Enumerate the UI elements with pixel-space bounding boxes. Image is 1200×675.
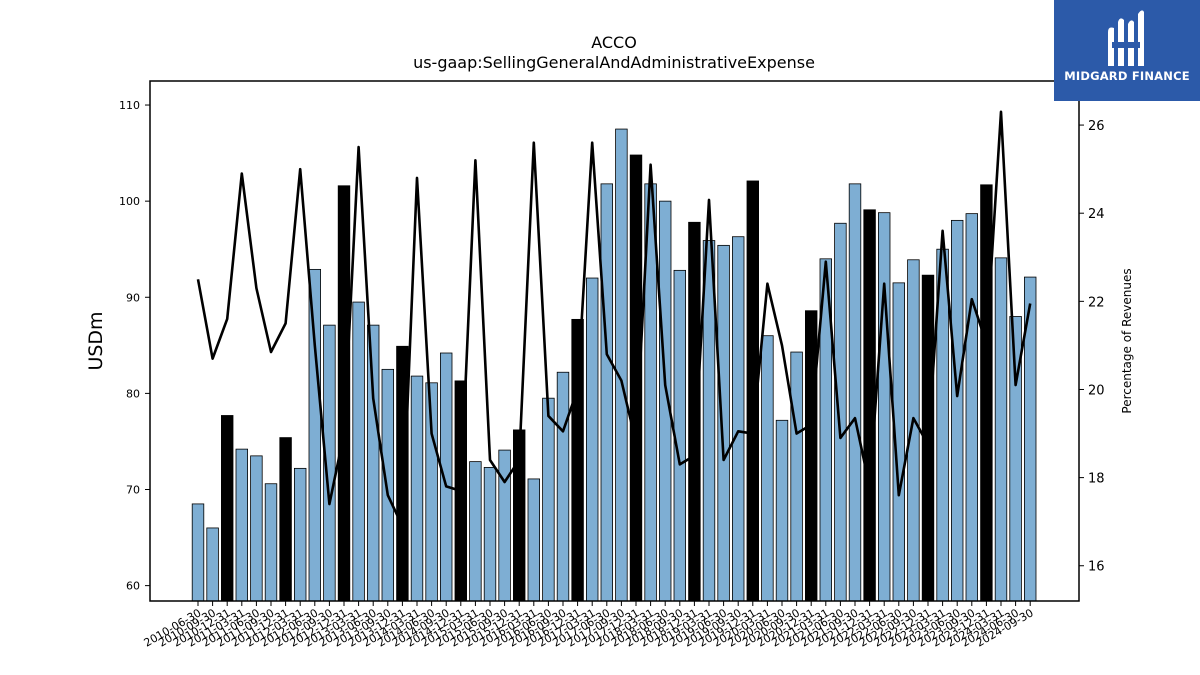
bar-2013-03-31 [352, 301, 365, 602]
bar-2022-03-31 [878, 212, 891, 602]
y2-tick-label-24: 24 [1088, 207, 1105, 222]
bar-2017-03-31 [586, 277, 599, 602]
y-tick-label-90: 90 [126, 291, 140, 304]
bar-2017-09-30 [615, 128, 628, 602]
bar-2016-06-30 [542, 397, 555, 602]
logo-text: MIDGARD FINANCE [1064, 69, 1190, 83]
y2-tick-label-26: 26 [1088, 119, 1105, 134]
bar-2020-03-31 [761, 335, 774, 602]
bar-2023-12-31 [980, 184, 993, 602]
y-tick-label-60: 60 [126, 580, 140, 593]
bar-2017-06-30 [600, 183, 614, 602]
bar-2013-09-30 [381, 368, 395, 602]
bar-2016-09-30 [556, 371, 570, 602]
brand-logo: MIDGARD FINANCE [1054, 0, 1200, 101]
bar-2015-06-30 [483, 466, 497, 602]
bar-2012-12-31 [337, 185, 351, 602]
y2-axis-label: Percentage of Revenues [1120, 268, 1134, 413]
bar-2011-12-31 [279, 437, 292, 602]
y-axis: 60 70 80 90 100 110 [119, 99, 150, 593]
bar-2021-12-31 [863, 209, 876, 602]
chart-title: ACCO [591, 33, 637, 52]
bar-2019-09-30 [732, 236, 745, 602]
y2-tick-label-16: 16 [1088, 560, 1105, 575]
bar-2012-03-31 [293, 467, 307, 602]
bar-2016-03-31 [527, 478, 541, 602]
plot-frame [149, 80, 1080, 602]
bar-2020-12-31 [805, 310, 818, 602]
bar-2020-06-30 [775, 419, 789, 602]
y-tick-label-100: 100 [119, 195, 140, 208]
y-tick-label-70: 70 [126, 484, 140, 497]
bar-2010-12-31 [220, 415, 234, 602]
bar-2024-03-31 [994, 257, 1008, 602]
bar-2010-06-30 [191, 503, 205, 602]
bar-2021-09-30 [848, 183, 862, 602]
midgard-logo-icon [1108, 10, 1144, 66]
line-layer [196, 110, 1032, 528]
bar-2023-06-30 [951, 219, 964, 602]
bar-2023-09-30 [965, 213, 979, 602]
bar-2013-12-31 [396, 345, 409, 602]
bar-2015-09-30 [498, 449, 511, 602]
series-line [196, 110, 1032, 528]
bar-2018-12-31 [688, 221, 701, 602]
y2-axis: 16 18 20 22 24 26 [1079, 119, 1105, 575]
bar-2010-09-30 [206, 527, 219, 602]
bar-2019-06-30 [717, 244, 730, 602]
y2-tick-label-18: 18 [1088, 472, 1105, 487]
bar-2014-09-30 [439, 352, 453, 602]
y-axis-label: USDm [85, 311, 107, 370]
bar-2021-06-30 [834, 222, 847, 602]
y-tick-label-80: 80 [126, 387, 140, 400]
bar-2011-09-30 [264, 483, 278, 602]
bar-2014-03-31 [410, 375, 424, 602]
bar-2016-12-31 [571, 318, 584, 602]
y-tick-label-110: 110 [119, 99, 140, 112]
bar-2012-06-30 [308, 268, 322, 602]
bar-2011-06-30 [250, 455, 263, 602]
x-axis: 2010-06-302010-09-302010-12-312011-03-31… [142, 601, 1036, 650]
chart-subtitle: us-gaap:SellingGeneralAndAdministrativeE… [413, 53, 815, 72]
bar-2015-03-31 [469, 461, 482, 602]
bar-2013-06-30 [366, 324, 380, 602]
bar-2022-09-30 [907, 259, 920, 602]
bar-2011-03-31 [235, 448, 249, 602]
bar-2020-09-30 [790, 351, 803, 602]
y2-tick-label-20: 20 [1088, 383, 1105, 398]
y2-tick-label-22: 22 [1088, 295, 1105, 310]
